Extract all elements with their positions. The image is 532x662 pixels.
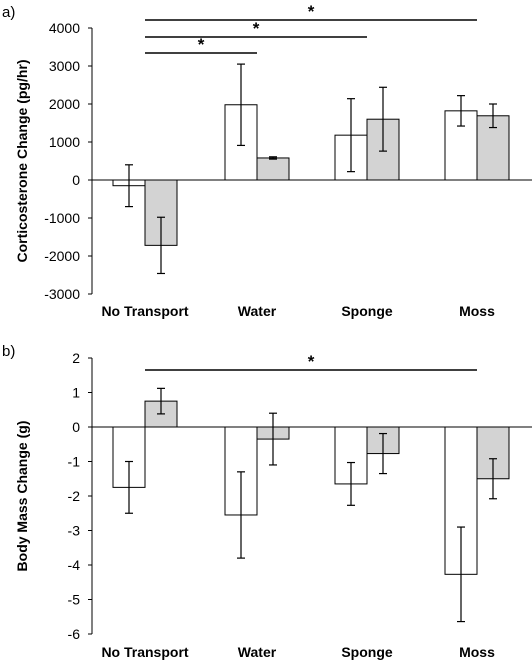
y-tick-label: -6 <box>68 626 81 642</box>
significance-star: * <box>308 2 315 21</box>
y-tick-label: 0 <box>72 419 80 435</box>
significance-star: * <box>253 19 260 38</box>
y-tick-label: -3 <box>68 523 81 539</box>
category-label: Water <box>238 303 277 319</box>
y-tick-label: -2000 <box>44 248 80 264</box>
y-tick-label: -1000 <box>44 210 80 226</box>
y-tick-label: 4000 <box>49 20 80 36</box>
chart-panel: b) 2 1 0 -1 -2 -3 -4 -5 -6 Body Mass Change (g) No … <box>2 343 532 660</box>
y-tick-label: 0 <box>72 172 80 188</box>
significance-star: * <box>308 352 315 371</box>
category-label: Sponge <box>341 644 393 660</box>
y-tick-label: -2 <box>68 488 81 504</box>
category-label: Water <box>238 644 277 660</box>
category-label: Moss <box>459 644 495 660</box>
y-tick-label: -1 <box>68 454 81 470</box>
y-tick-label: -3000 <box>44 286 80 302</box>
y-tick-label: -4 <box>68 557 81 573</box>
y-tick-label: 2 <box>72 350 80 366</box>
y-axis-title: Corticosterone Change (pg/hr) <box>14 59 30 262</box>
category-label: Sponge <box>341 303 393 319</box>
category-label: Moss <box>459 303 495 319</box>
y-axis-title: Body Mass Change (g) <box>14 421 30 572</box>
chart-panel: a) 4000 3000 2000 1000 0 -1000 -2000 -3000 Cortic… <box>2 2 532 319</box>
panel-label: b) <box>2 343 15 360</box>
bar <box>256 157 290 181</box>
y-tick-label: 1 <box>72 385 80 401</box>
category-label: No Transport <box>101 644 188 660</box>
y-tick-label: 1000 <box>49 134 80 150</box>
significance-star: * <box>198 35 205 54</box>
y-tick-label: 2000 <box>49 96 80 112</box>
panel-label: a) <box>2 4 15 21</box>
y-tick-label: 3000 <box>49 58 80 74</box>
category-label: No Transport <box>101 303 188 319</box>
y-tick-label: -5 <box>68 592 81 608</box>
